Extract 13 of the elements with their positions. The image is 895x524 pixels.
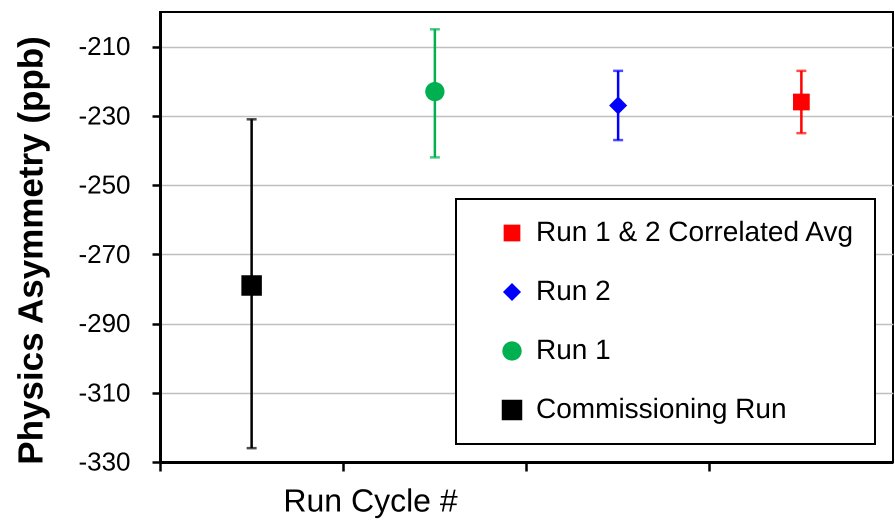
y-tick-label: -250 — [78, 170, 130, 200]
y-tick-label: -270 — [78, 238, 130, 269]
y-axis-title: Physics Asymmetry (ppb) — [12, 36, 50, 465]
y-tick-label: -310 — [78, 377, 130, 408]
y-tick-label: -290 — [78, 308, 130, 338]
x-axis-title: Run Cycle # — [283, 482, 458, 518]
y-tick-label: -230 — [78, 100, 130, 130]
legend-label: Commissioning Run — [536, 393, 787, 424]
legend-label: Run 1 — [536, 334, 611, 365]
legend-label: Run 1 & 2 Correlated Avg — [536, 216, 854, 247]
y-tick-label: -210 — [78, 31, 130, 62]
y-tick-label: -330 — [78, 446, 130, 476]
legend-label: Run 2 — [536, 275, 611, 306]
